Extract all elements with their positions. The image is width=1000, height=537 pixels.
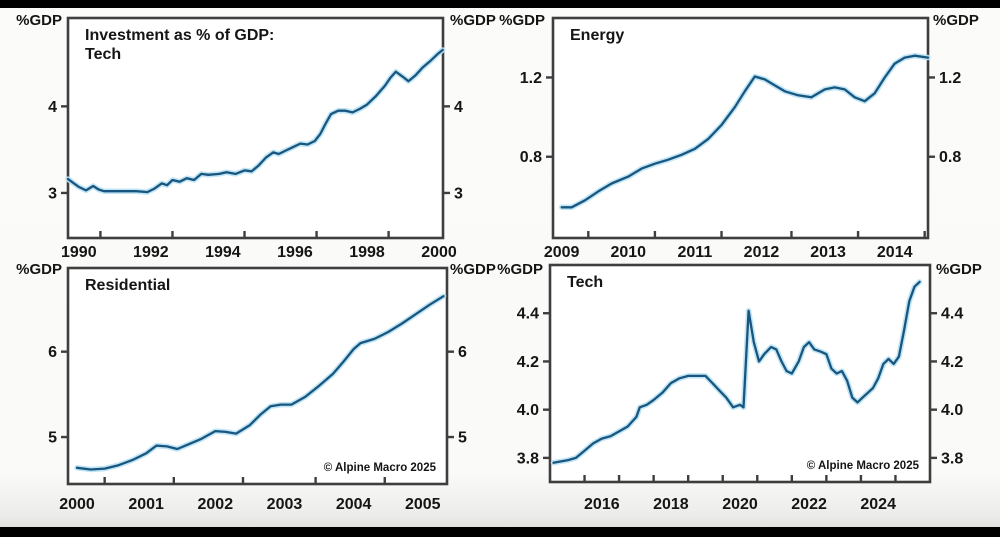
x-tick-label: 2005 bbox=[405, 496, 441, 513]
y-tick-label-left: 4.2 bbox=[517, 354, 539, 371]
y-tick-label-right: 1.2 bbox=[939, 70, 961, 87]
y-tick-label-left: 4 bbox=[48, 99, 57, 116]
x-tick-label: 2016 bbox=[584, 496, 620, 513]
plot-border bbox=[551, 16, 930, 240]
plot-border bbox=[66, 16, 445, 240]
y-tick-label-right: 5 bbox=[458, 430, 467, 447]
x-tick-label: 1990 bbox=[61, 244, 97, 261]
chart-tech-2020s: 3.8 3.8 4.0 4.0 4.2 4.2 4.4 4.4 2016 2018 2020 2022… bbox=[497, 261, 982, 513]
y-tick-label-left: 6 bbox=[48, 344, 57, 361]
copyright-watermark: © Alpine Macro 2025 bbox=[807, 460, 920, 472]
chart-title: Tech bbox=[85, 46, 121, 63]
unit-label-left: %GDP bbox=[499, 12, 545, 29]
unit-label-left: %GDP bbox=[497, 261, 543, 278]
x-tick-label: 2020 bbox=[722, 496, 758, 513]
y-tick-label-right: 0.8 bbox=[939, 149, 961, 166]
y-tick-label-right: 4.4 bbox=[941, 306, 963, 323]
x-tick-label: 2011 bbox=[678, 244, 713, 261]
unit-label-left: %GDP bbox=[16, 261, 62, 278]
series-line bbox=[552, 280, 921, 464]
series-line bbox=[75, 295, 445, 471]
chart-title: Investment as % of GDP: bbox=[85, 27, 274, 44]
y-tick-label-right: 4.2 bbox=[941, 354, 963, 371]
x-tick-label: 2014 bbox=[877, 244, 913, 261]
unit-label-left: %GDP bbox=[16, 12, 62, 29]
unit-label-right: %GDP bbox=[933, 12, 979, 29]
chart-title: Energy bbox=[570, 27, 624, 44]
x-tick-label: 2000 bbox=[59, 496, 95, 513]
x-tick-label: 2002 bbox=[198, 496, 234, 513]
y-tick-label-right: 6 bbox=[458, 344, 467, 361]
x-tick-label: 1998 bbox=[349, 244, 385, 261]
plot-border bbox=[548, 263, 932, 484]
y-tick-label-right: 4 bbox=[454, 99, 463, 116]
plot-area bbox=[550, 265, 930, 482]
y-tick-label-left: 5 bbox=[48, 430, 57, 447]
y-tick-label-right: 3.8 bbox=[941, 450, 963, 467]
y-tick-label-right: 4.0 bbox=[941, 402, 963, 419]
x-tick-label: 2003 bbox=[267, 496, 303, 513]
top-letterbox-bar bbox=[0, 0, 1000, 8]
x-tick-label: 2018 bbox=[653, 496, 689, 513]
y-tick-label-left: 0.8 bbox=[520, 149, 542, 166]
y-tick-label-left: 4.0 bbox=[517, 402, 539, 419]
unit-label-right: %GDP bbox=[936, 261, 982, 278]
x-tick-label: 2010 bbox=[610, 244, 646, 261]
y-tick-label-left: 1.2 bbox=[520, 70, 542, 87]
x-tick-label: 1992 bbox=[133, 244, 169, 261]
y-tick-label-left: 3.8 bbox=[517, 450, 539, 467]
x-tick-label: 2013 bbox=[810, 244, 846, 261]
y-tick-label-left: 4.4 bbox=[517, 306, 539, 323]
x-tick-label: 2001 bbox=[128, 496, 164, 513]
copyright-watermark: © Alpine Macro 2025 bbox=[324, 462, 437, 474]
plot-area bbox=[68, 268, 447, 484]
bottom-letterbox-bar bbox=[0, 527, 1000, 537]
plot-area bbox=[68, 18, 443, 238]
unit-label-right: %GDP bbox=[450, 12, 496, 29]
chart-title: Residential bbox=[85, 277, 170, 294]
unit-label-right: %GDP bbox=[450, 261, 496, 278]
x-tick-label: 2012 bbox=[744, 244, 780, 261]
x-tick-label: 2022 bbox=[791, 496, 827, 513]
x-tick-label: 1994 bbox=[205, 244, 241, 261]
y-tick-label-right: 3 bbox=[454, 185, 463, 202]
x-tick-label: 2000 bbox=[421, 244, 457, 261]
plot-area bbox=[553, 18, 928, 238]
chart-residential: 5 5 6 6 2000 2001 2002 2003 2004 2005 Residential%… bbox=[16, 261, 496, 513]
series-line bbox=[560, 54, 930, 209]
y-tick-label-left: 3 bbox=[48, 185, 57, 202]
chart-title: Tech bbox=[567, 274, 603, 291]
chart-tech-1990s: 3 3 4 4 1990 1992 1994 1996 1998 2000 Investment a… bbox=[16, 12, 496, 261]
series-line bbox=[66, 48, 444, 194]
x-tick-label: 2004 bbox=[336, 496, 372, 513]
plot-border bbox=[66, 266, 449, 486]
x-tick-label: 2024 bbox=[860, 496, 896, 513]
x-tick-label: 1996 bbox=[277, 244, 313, 261]
chart-energy: 0.8 0.8 1.2 1.2 2009 2010 2011 2012 2013 2014 Ener… bbox=[499, 12, 979, 261]
x-tick-label: 2009 bbox=[544, 244, 580, 261]
